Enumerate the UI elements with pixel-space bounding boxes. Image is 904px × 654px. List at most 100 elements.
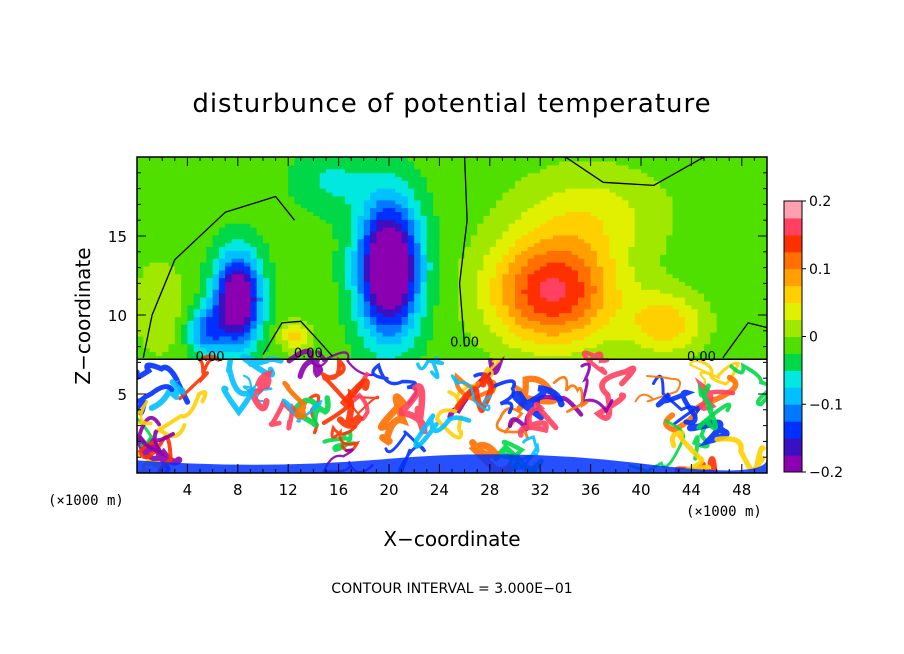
heatmap-cell	[370, 250, 377, 255]
heatmap-cell	[370, 324, 377, 329]
heatmap-cell	[527, 246, 535, 251]
heatmap-cell	[596, 312, 604, 318]
heatmap-cell	[231, 332, 239, 337]
heatmap-cell	[332, 215, 340, 220]
heatmap-cell	[143, 262, 151, 267]
heatmap-cell	[288, 304, 296, 310]
heatmap-cell	[395, 238, 403, 244]
heatmap-cell	[137, 269, 144, 275]
heatmap-cell	[533, 258, 541, 263]
heatmap-cell	[603, 312, 611, 318]
heatmap-cell	[533, 320, 541, 325]
heatmap-cell	[250, 172, 258, 178]
heatmap-cell	[244, 192, 251, 197]
heatmap-cell	[256, 308, 264, 314]
heatmap-cell	[162, 230, 170, 236]
heatmap-cell	[357, 308, 365, 314]
heatmap-cell	[622, 308, 629, 314]
heatmap-cell	[552, 168, 560, 174]
heatmap-cell	[641, 328, 648, 333]
heatmap-cell	[338, 277, 346, 283]
heatmap-cell	[363, 195, 371, 201]
heatmap-cell	[294, 215, 302, 220]
heatmap-cell	[401, 316, 409, 321]
heatmap-cell	[332, 168, 340, 174]
heatmap-cell	[489, 289, 497, 294]
heatmap-cell	[609, 219, 617, 224]
heatmap-cell	[344, 160, 352, 166]
heatmap-cell	[666, 281, 674, 286]
heatmap-cell	[244, 199, 251, 205]
heatmap-cell	[181, 180, 188, 185]
heatmap-cell	[263, 339, 270, 345]
heatmap-cell	[433, 168, 440, 174]
heatmap-cell	[187, 324, 195, 329]
heatmap-cell	[452, 335, 459, 341]
heatmap-cell	[206, 293, 214, 298]
heatmap-cell	[489, 215, 497, 220]
heatmap-cell	[628, 258, 636, 263]
heatmap-cell	[187, 192, 195, 197]
heatmap-cell	[407, 269, 415, 275]
heatmap-cell	[716, 320, 724, 325]
heatmap-cell	[231, 355, 239, 360]
heatmap-cell	[470, 258, 478, 263]
heatmap-cell	[155, 176, 163, 181]
heatmap-cell	[483, 176, 491, 181]
heatmap-cell	[464, 215, 472, 220]
heatmap-cell	[174, 324, 182, 329]
heatmap-cell	[426, 195, 434, 201]
heatmap-cell	[559, 199, 566, 205]
heatmap-cell	[313, 195, 321, 201]
heatmap-cell	[155, 238, 163, 244]
heatmap-cell	[407, 160, 415, 166]
heatmap-cell	[590, 289, 598, 294]
heatmap-cell	[433, 160, 440, 166]
heatmap-cell	[401, 281, 409, 286]
heatmap-cell	[407, 219, 415, 224]
heatmap-cell	[168, 160, 176, 166]
heatmap-cell	[294, 273, 302, 279]
heatmap-cell	[137, 211, 144, 216]
heatmap-cell	[407, 176, 415, 181]
heatmap-cell	[181, 223, 188, 228]
heatmap-cell	[414, 164, 422, 170]
heatmap-cell	[521, 230, 529, 236]
heatmap-cell	[716, 347, 724, 353]
heatmap-cell	[231, 164, 239, 170]
heatmap-cell	[559, 246, 566, 251]
heatmap-cell	[641, 184, 648, 189]
heatmap-cell	[697, 246, 705, 251]
heatmap-cell	[508, 219, 516, 224]
heatmap-cell	[439, 203, 447, 209]
heatmap-cell	[263, 332, 270, 337]
heatmap-cell	[256, 203, 264, 209]
heatmap-cell	[395, 300, 403, 306]
heatmap-cell	[420, 281, 428, 286]
heatmap-cell	[389, 192, 396, 197]
heatmap-cell	[181, 234, 188, 240]
heatmap-cell	[508, 238, 516, 244]
heatmap-cell	[363, 300, 371, 306]
heatmap-cell	[609, 199, 617, 205]
heatmap-cell	[615, 180, 623, 185]
heatmap-cell	[628, 211, 636, 216]
heatmap-cell	[218, 304, 226, 310]
heatmap-cell	[464, 242, 472, 248]
heatmap-cell	[716, 250, 724, 255]
heatmap-cell	[609, 250, 617, 255]
heatmap-cell	[685, 157, 692, 162]
heatmap-cell	[628, 304, 636, 310]
heatmap-cell	[357, 300, 365, 306]
heatmap-cell	[149, 304, 157, 310]
heatmap-cell	[250, 273, 258, 279]
heatmap-cell	[181, 176, 188, 181]
heatmap-cell	[609, 246, 617, 251]
heatmap-cell	[653, 168, 661, 174]
heatmap-cell	[515, 250, 522, 255]
heatmap-cell	[376, 335, 384, 341]
heatmap-cell	[483, 157, 491, 162]
heatmap-cell	[584, 157, 592, 162]
heatmap-cell	[275, 351, 283, 356]
heatmap-cell	[420, 320, 428, 325]
